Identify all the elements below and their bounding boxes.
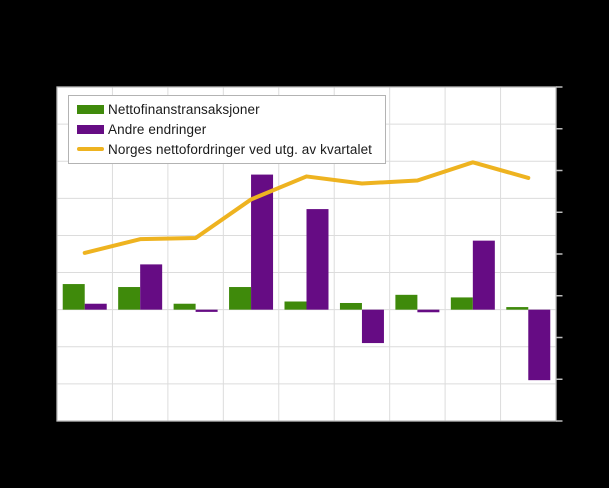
chart-legend: Nettofinanstransaksjoner Andre endringer… (68, 95, 386, 164)
bar-net-transactions-q4 (229, 287, 252, 310)
legend-label-andre-endringer: Andre endringer (108, 122, 207, 137)
bar-other-changes-q6 (361, 309, 384, 344)
legend-item-nettofinanstransaksjoner: Nettofinanstransaksjoner (77, 100, 379, 120)
bar-net-transactions-q1 (62, 284, 85, 310)
bar-net-transactions-q3 (173, 303, 196, 310)
bar-net-transactions-q7 (395, 294, 418, 310)
bar-other-changes-q9 (528, 309, 551, 381)
bar-other-changes-q3 (195, 309, 218, 312)
bar-net-transactions-q5 (284, 301, 307, 310)
legend-swatch-2 (77, 147, 104, 152)
legend-item-nettofordringer: Norges nettofordringer ved utg. av kvart… (77, 139, 379, 159)
legend-label-nettofinanstransaksjoner: Nettofinanstransaksjoner (108, 102, 260, 118)
legend-item-andre-endringer: Andre endringer (77, 120, 379, 140)
bar-net-transactions-q9 (506, 307, 529, 310)
bar-other-changes-q2 (140, 264, 163, 310)
line-net-claims (82, 160, 531, 255)
legend-swatch-0 (77, 105, 104, 115)
bar-other-changes-q4 (251, 174, 274, 310)
legend-label-nettofordringer: Norges nettofordringer ved utg. av kvart… (108, 141, 373, 157)
bar-other-changes-q5 (306, 209, 329, 310)
bar-other-changes-q1 (84, 303, 107, 310)
bar-net-transactions-q6 (339, 302, 362, 310)
bar-other-changes-q7 (417, 309, 440, 313)
bar-other-changes-q8 (472, 240, 495, 310)
bar-net-transactions-q2 (118, 287, 141, 310)
legend-swatch-1 (77, 125, 104, 134)
bar-net-transactions-q8 (450, 297, 473, 310)
